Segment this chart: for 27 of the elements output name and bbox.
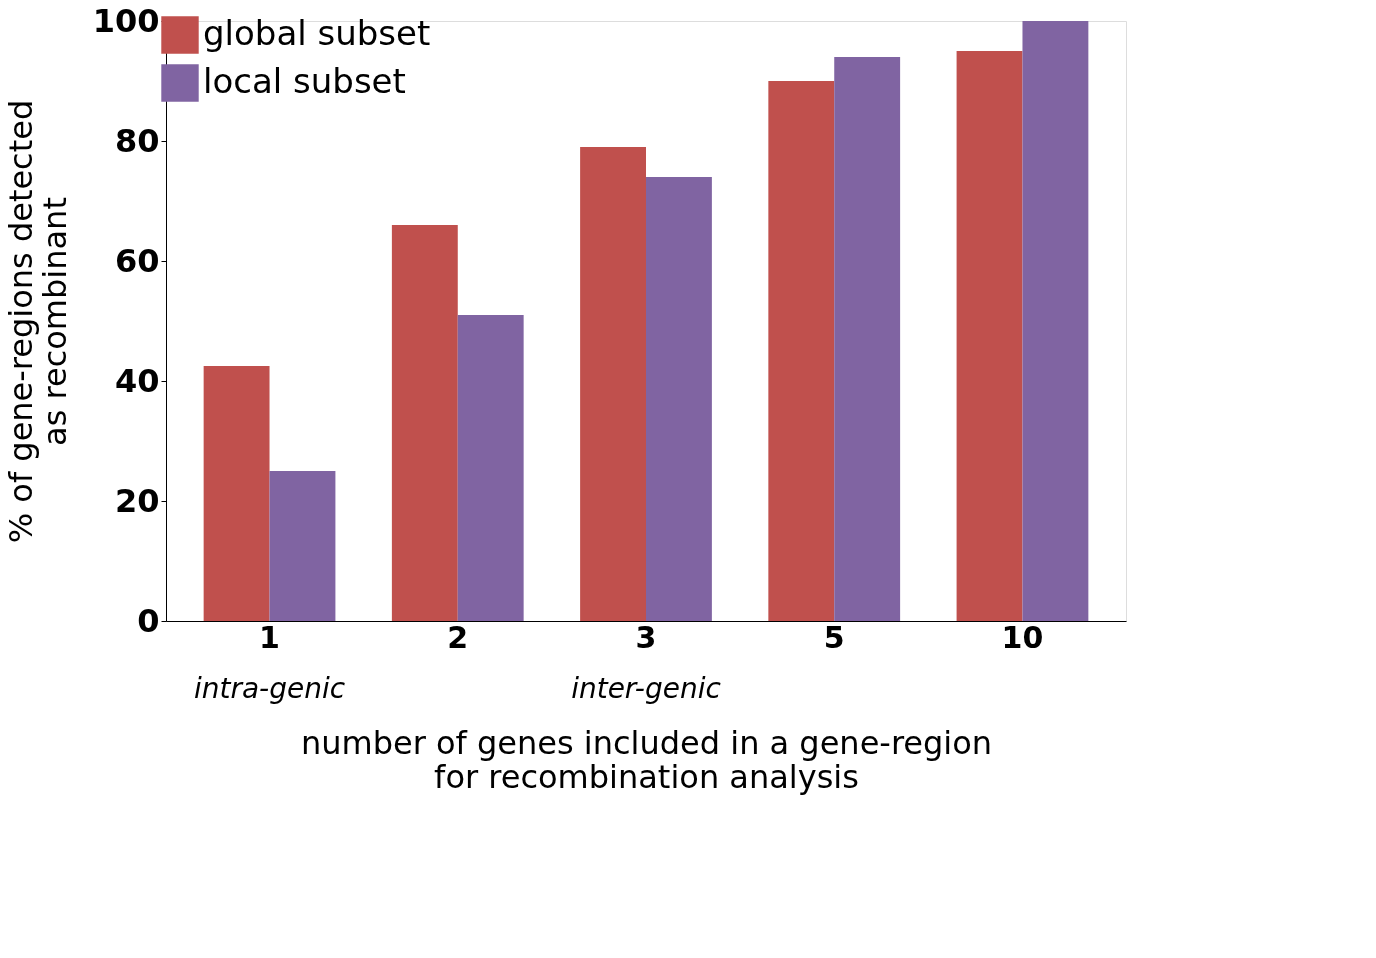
bar: [203, 366, 270, 621]
text: inter-genic: [571, 672, 722, 705]
x-tick-label: 2: [447, 619, 469, 655]
x-axis-title: number of genes included in a gene-region for recombination analysis: [300, 723, 993, 796]
y-tick-label: 80: [114, 121, 160, 160]
bar: [956, 51, 1023, 621]
bar: [580, 147, 646, 621]
legend-label: global subset: [203, 13, 431, 53]
bar: [1022, 21, 1089, 621]
y-tick-label: 40: [114, 361, 160, 400]
bar: [768, 81, 835, 621]
x-tick-label: 1: [259, 619, 280, 655]
bar: [269, 471, 336, 621]
y-tick-label: 0: [137, 601, 160, 640]
y-tick-label: 60: [114, 241, 160, 280]
x-tick-label: 10: [1001, 619, 1044, 655]
text: intra-genic: [193, 672, 346, 705]
x-tick-label: 3: [635, 619, 657, 655]
y-tick-label: 20: [114, 481, 160, 520]
bar: [646, 177, 712, 621]
x-tick-label: 5: [823, 619, 845, 655]
legend-label: local subset: [203, 61, 406, 101]
y-axis-title: % of gene-regions detected as recombinant: [1, 99, 74, 544]
bar: [834, 57, 901, 621]
y-tick-label: 100: [92, 1, 160, 40]
bar: [391, 225, 458, 621]
bar: [457, 315, 524, 621]
